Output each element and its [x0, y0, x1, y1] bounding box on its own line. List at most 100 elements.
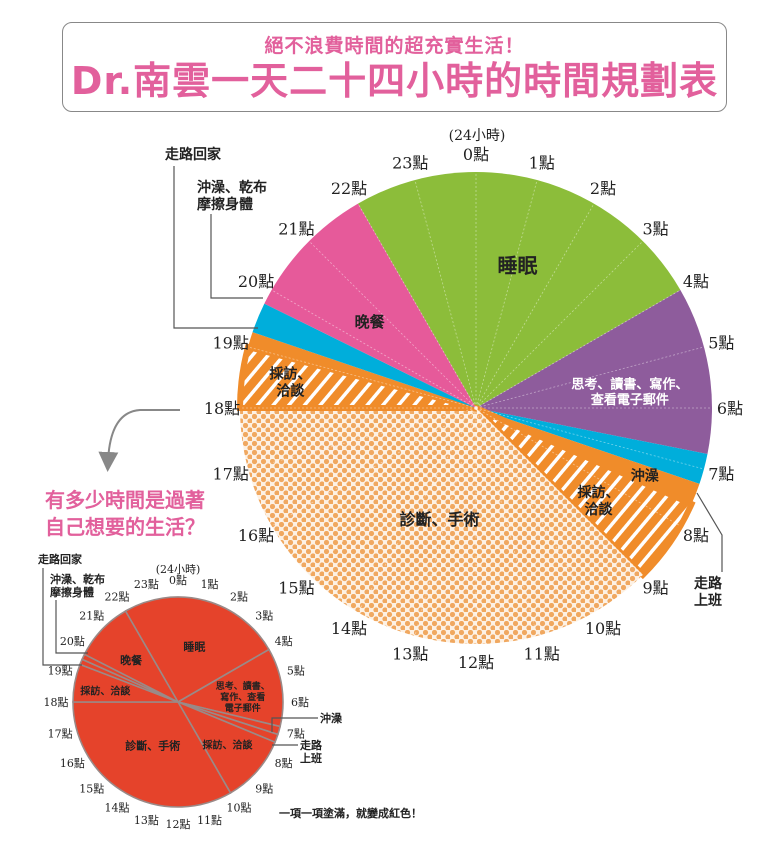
slice-label: 思考、讀書、寫作、查看電子郵件: [216, 680, 270, 714]
hour-label: 5點: [287, 664, 305, 677]
hour-label: 8點: [275, 757, 293, 770]
callout-line: 摩擦身體: [50, 586, 94, 599]
hour-label: 11點: [524, 644, 560, 663]
callout-line: 沖澡、乾布: [197, 180, 267, 196]
hour-label: 1點: [529, 154, 555, 173]
hour-label: 1點: [201, 578, 219, 591]
hour-label: 12點: [458, 653, 494, 672]
pie-slice: [264, 203, 476, 408]
leader-line-small-shower-rub: [55, 600, 88, 654]
hour-divider: [357, 203, 477, 409]
pie-slice: [473, 405, 696, 580]
slice-label: 晚餐: [355, 313, 386, 331]
leader-line-small-walk-home: [42, 568, 82, 666]
pie-slice: [476, 290, 712, 455]
slice-label: 診斷、手術: [400, 510, 480, 529]
hour-label: 23點: [392, 154, 428, 173]
leader-line-walk-home: [173, 166, 258, 329]
pie-slice: [236, 343, 477, 411]
callout-line: 摩擦身體: [197, 197, 253, 213]
hour-label: 3點: [643, 219, 669, 238]
question-line: 有多少時間是過著: [45, 488, 205, 512]
hour-divider: [271, 289, 477, 409]
hour-label: 9點: [643, 579, 669, 598]
hour-label: 4點: [275, 635, 293, 648]
callout-line: 沖澡、乾布: [50, 573, 105, 586]
leader-line-shower-rub: [210, 214, 263, 299]
hour-label: 5點: [708, 333, 734, 352]
hour-label: 22點: [105, 590, 130, 603]
hour-label: 4點: [683, 272, 709, 291]
pie-slice: [358, 172, 681, 408]
hour-divider: [357, 407, 477, 613]
hour-label: 14點: [105, 802, 130, 815]
hour-divider: [475, 203, 595, 409]
clock-label: (24小時): [449, 128, 506, 144]
hour-label: 22點: [331, 179, 367, 198]
hour-label: 11點: [197, 814, 222, 827]
hour-divider: [475, 179, 538, 409]
hour-label: 23點: [134, 578, 159, 591]
hour-label: 13點: [134, 814, 159, 827]
pie-slice: [72, 701, 232, 808]
slice-label: 沖澡: [631, 467, 660, 484]
slice-label: 採訪、洽談: [80, 685, 131, 698]
slice-label: 診斷、手術: [125, 739, 180, 753]
hour-label: 7點: [287, 728, 305, 741]
hour-label: 19點: [212, 333, 248, 352]
hour-divider: [475, 346, 705, 409]
arrow-icon: [98, 409, 180, 472]
hour-divider: [475, 407, 644, 576]
hour-label: 16點: [238, 526, 274, 545]
hour-label: 6點: [291, 696, 309, 709]
hour-label: 16點: [60, 757, 85, 770]
hour-label: 0點: [169, 574, 187, 587]
hour-label: 0點: [463, 145, 489, 164]
pie-slice: [252, 303, 476, 408]
pie-slice: [175, 648, 284, 728]
hour-divider: [475, 407, 681, 527]
clock-label: (24小時): [156, 563, 201, 576]
question-line: 自己想要的生活？: [45, 515, 205, 539]
hour-label: 13點: [392, 644, 428, 663]
hour-label: 3點: [255, 610, 273, 623]
hour-divider: [475, 407, 538, 637]
page-title: Dr.南雲一天二十四小時的時間規劃表: [70, 59, 719, 103]
hour-divider: [308, 407, 477, 576]
hour-divider: [475, 407, 705, 470]
callout-walk-home: 走路回家: [165, 147, 221, 163]
hour-divider: [475, 407, 595, 613]
subtitle: 絕不浪費時間的超充實生活！: [264, 35, 525, 57]
hour-label: 20點: [238, 272, 274, 291]
hour-label: 12點: [166, 818, 191, 831]
hour-divider: [247, 346, 477, 409]
hour-label: 17點: [48, 728, 73, 741]
title-box: 絕不浪費時間的超充實生活！ Dr.南雲一天二十四小時的時間規劃表: [62, 22, 727, 112]
small-callout-shower-rub: 沖澡、乾布 摩擦身體: [50, 573, 105, 599]
leader-line-walk-work: [696, 492, 723, 572]
main-pie-chart: 0點 1點2點3點4點5點6點7點8點9點10點11點12點13點14點15點16…: [204, 128, 743, 672]
pie-slice: [476, 408, 708, 484]
pie-slice: [248, 332, 476, 408]
hour-label: 6點: [717, 399, 743, 418]
hour-label: 20點: [60, 635, 85, 648]
pie-slice: [83, 609, 181, 704]
slice-label: 採訪、洽談: [578, 484, 620, 518]
hour-label: 9點: [255, 782, 273, 795]
callout-shower-rub: 沖澡、乾布 摩擦身體: [197, 180, 267, 214]
hour-label: 2點: [590, 179, 616, 198]
hour-divider: [414, 179, 477, 409]
small-callout-walk-home: 走路回家: [38, 553, 82, 566]
pie-slice: [240, 408, 643, 645]
hour-label: 21點: [79, 610, 104, 623]
slice-label: 思考、讀書、寫作、查看電子郵件: [571, 377, 688, 409]
slice-label: 睡眠: [498, 254, 538, 278]
hour-label: 17點: [212, 465, 248, 484]
question-heading: 有多少時間是過著 自己想要的生活？: [45, 487, 205, 541]
hour-label: 7點: [708, 465, 734, 484]
hour-label: 15點: [278, 579, 314, 598]
hour-label: 14點: [331, 619, 367, 638]
